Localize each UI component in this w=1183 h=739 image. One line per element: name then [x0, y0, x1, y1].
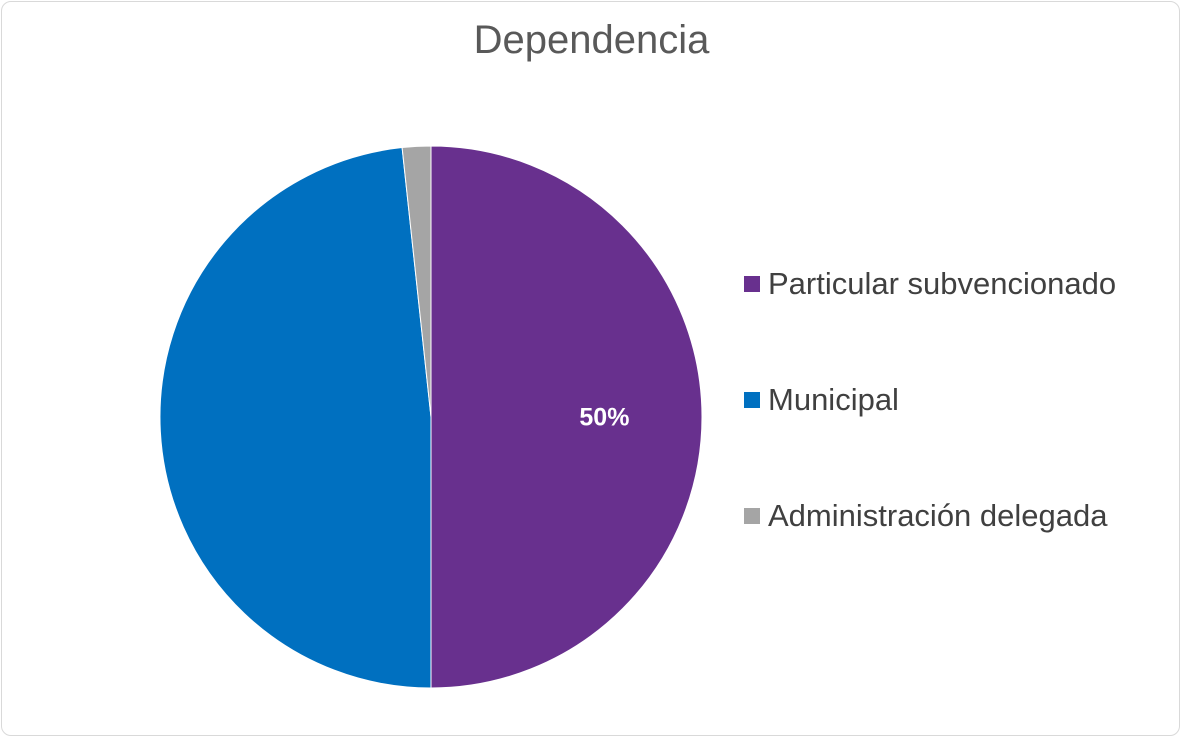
legend-swatch [744, 392, 760, 408]
slice-data-label: 50% [579, 404, 629, 432]
legend-label: Administración delegada [768, 498, 1108, 533]
legend-item-administracion-delegada: Administración delegada [744, 496, 1116, 536]
chart-title: Dependencia [473, 18, 710, 62]
pie-slice-administracion-delegada [401, 145, 432, 418]
legend-swatch [744, 276, 760, 292]
legend-item-particular-subvencionado: Particular subvencionado [744, 264, 1116, 304]
pie-slice-municipal [159, 146, 432, 689]
legend-label: Municipal [768, 382, 899, 417]
legend-label: Particular subvencionado [768, 266, 1117, 301]
legend-item-municipal: Municipal [744, 380, 1116, 420]
legend: Particular subvencionado Municipal Admin… [744, 264, 1116, 612]
pie-slice-particular-subvencionado [430, 145, 703, 689]
legend-swatch [744, 508, 760, 524]
